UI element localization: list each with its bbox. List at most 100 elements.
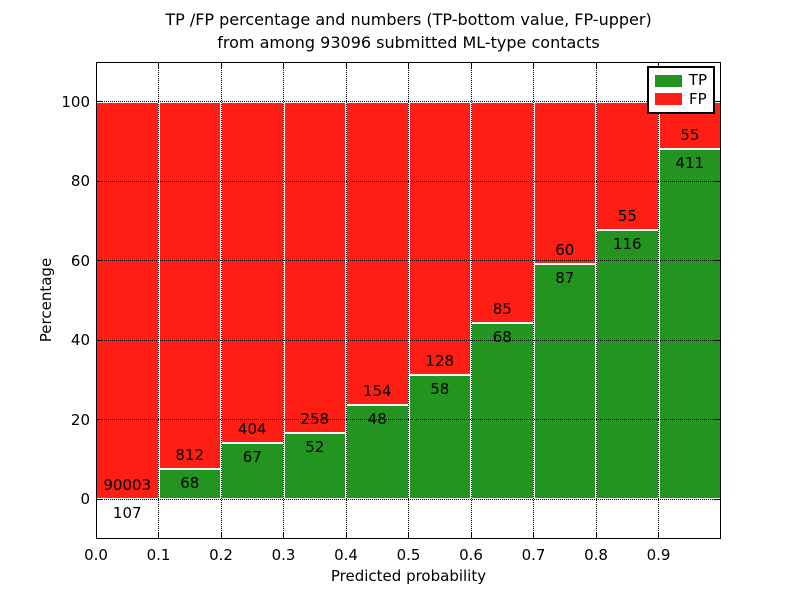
bar-segment-tp bbox=[596, 229, 659, 500]
y-tick-label: 0 bbox=[80, 490, 90, 509]
bar-count-label-tp: 58 bbox=[430, 380, 450, 399]
bar-count-label-tp: 107 bbox=[112, 503, 142, 522]
x-tick bbox=[595, 63, 597, 69]
chart-title-line-2: from among 93096 submitted ML-type conta… bbox=[217, 33, 600, 52]
x-tick bbox=[95, 63, 97, 69]
bar-segment-fp bbox=[408, 101, 471, 376]
bar-count-label-fp: 404 bbox=[237, 419, 267, 438]
bar-segment-tp bbox=[221, 442, 284, 500]
bar-segment-fp bbox=[221, 101, 284, 443]
x-tick-label: 0.0 bbox=[84, 546, 108, 564]
y-tick-label: 100 bbox=[61, 92, 90, 111]
bar-count-label-tp: 116 bbox=[612, 234, 642, 253]
bar-count-label-fp: 258 bbox=[300, 409, 330, 428]
y-tick bbox=[714, 498, 720, 500]
y-tick bbox=[97, 180, 103, 182]
bar-segment-tp bbox=[658, 148, 721, 500]
bar-segment-fp bbox=[158, 101, 221, 469]
y-tick bbox=[714, 180, 720, 182]
bar-count-label-fp: 812 bbox=[175, 445, 205, 464]
x-tick-label: 0.9 bbox=[646, 546, 671, 564]
x-tick-label: 0.2 bbox=[209, 546, 233, 564]
bar-count-label-tp: 411 bbox=[675, 153, 705, 172]
x-tick bbox=[408, 63, 409, 69]
bar-segment-tp bbox=[471, 322, 534, 500]
y-axis-label: Percentage bbox=[37, 257, 55, 343]
legend-swatch-fp-icon bbox=[655, 93, 682, 106]
v-gridline bbox=[220, 62, 222, 539]
x-tick-label: 0.5 bbox=[396, 546, 421, 564]
y-tick bbox=[97, 101, 103, 103]
x-tick-label: 0.7 bbox=[521, 546, 546, 564]
bar-count-label-fp: 90003 bbox=[103, 475, 152, 494]
bar-segment-tp bbox=[346, 404, 409, 500]
chart-title-line-1: TP /FP percentage and numbers (TP-bottom… bbox=[165, 10, 652, 29]
x-tick bbox=[345, 63, 347, 69]
bar-segment-fp bbox=[283, 101, 346, 433]
x-tick bbox=[283, 532, 284, 538]
x-tick bbox=[158, 63, 159, 69]
x-tick-label: 0.3 bbox=[271, 546, 296, 564]
y-tick-label: 20 bbox=[70, 410, 90, 429]
bar-count-label-fp: 128 bbox=[425, 352, 455, 371]
x-tick bbox=[658, 532, 659, 538]
legend-swatch-tp-icon bbox=[655, 74, 682, 87]
y-tick-label: 80 bbox=[70, 172, 90, 191]
bar-count-label-fp: 55 bbox=[680, 125, 700, 144]
x-tick bbox=[595, 532, 597, 538]
bar-count-label-tp: 87 bbox=[555, 268, 575, 287]
x-tick bbox=[158, 532, 159, 538]
v-gridline bbox=[533, 62, 534, 539]
y-tick bbox=[714, 260, 720, 262]
y-tick bbox=[97, 498, 103, 500]
y-tick bbox=[714, 339, 720, 341]
bar-count-label-tp: 48 bbox=[367, 409, 387, 428]
bar-count-label-tp: 52 bbox=[305, 437, 325, 456]
legend-item-tp: TP bbox=[655, 73, 707, 88]
bar-segment-tp bbox=[158, 468, 221, 500]
v-gridline bbox=[283, 62, 284, 539]
v-gridline bbox=[470, 62, 472, 539]
y-tick-label: 40 bbox=[70, 331, 90, 350]
bar-count-label-fp: 85 bbox=[492, 299, 512, 318]
bar-count-label-tp: 68 bbox=[492, 327, 512, 346]
x-tick bbox=[95, 532, 97, 538]
x-tick bbox=[283, 63, 284, 69]
bar-count-label-tp: 67 bbox=[242, 447, 262, 466]
bar-count-label-fp: 60 bbox=[555, 240, 575, 259]
y-tick bbox=[97, 419, 103, 421]
legend-label-fp: FP bbox=[689, 89, 707, 108]
y-tick bbox=[97, 339, 103, 341]
x-tick bbox=[470, 63, 472, 69]
y-tick bbox=[714, 419, 720, 421]
y-tick bbox=[97, 260, 103, 262]
x-tick-label: 0.6 bbox=[459, 546, 483, 564]
v-gridline bbox=[408, 62, 409, 539]
bar-segment-fp bbox=[471, 101, 534, 323]
bar-segment-fp bbox=[96, 101, 159, 499]
x-tick bbox=[345, 532, 347, 538]
legend-item-fp: FP bbox=[655, 89, 707, 108]
bar-segment-fp bbox=[346, 101, 409, 405]
x-tick-label: 0.4 bbox=[334, 546, 358, 564]
x-tick bbox=[470, 532, 472, 538]
v-gridline bbox=[595, 62, 597, 539]
v-gridline bbox=[158, 62, 159, 539]
bar-segment-tp bbox=[408, 375, 471, 500]
x-tick bbox=[220, 532, 222, 538]
x-axis-label: Predicted probability bbox=[330, 567, 487, 585]
bar-count-label-fp: 55 bbox=[617, 206, 637, 225]
y-tick bbox=[714, 101, 720, 103]
bar-count-label-tp: 68 bbox=[180, 473, 200, 492]
x-tick bbox=[533, 63, 534, 69]
x-tick-label: 0.8 bbox=[584, 546, 608, 564]
x-tick-label: 0.1 bbox=[146, 546, 171, 564]
x-tick bbox=[533, 532, 534, 538]
x-tick bbox=[408, 532, 409, 538]
y-tick-label: 60 bbox=[70, 251, 90, 270]
v-gridline bbox=[658, 62, 659, 539]
legend: TP FP bbox=[647, 66, 715, 114]
v-gridline bbox=[345, 62, 347, 539]
